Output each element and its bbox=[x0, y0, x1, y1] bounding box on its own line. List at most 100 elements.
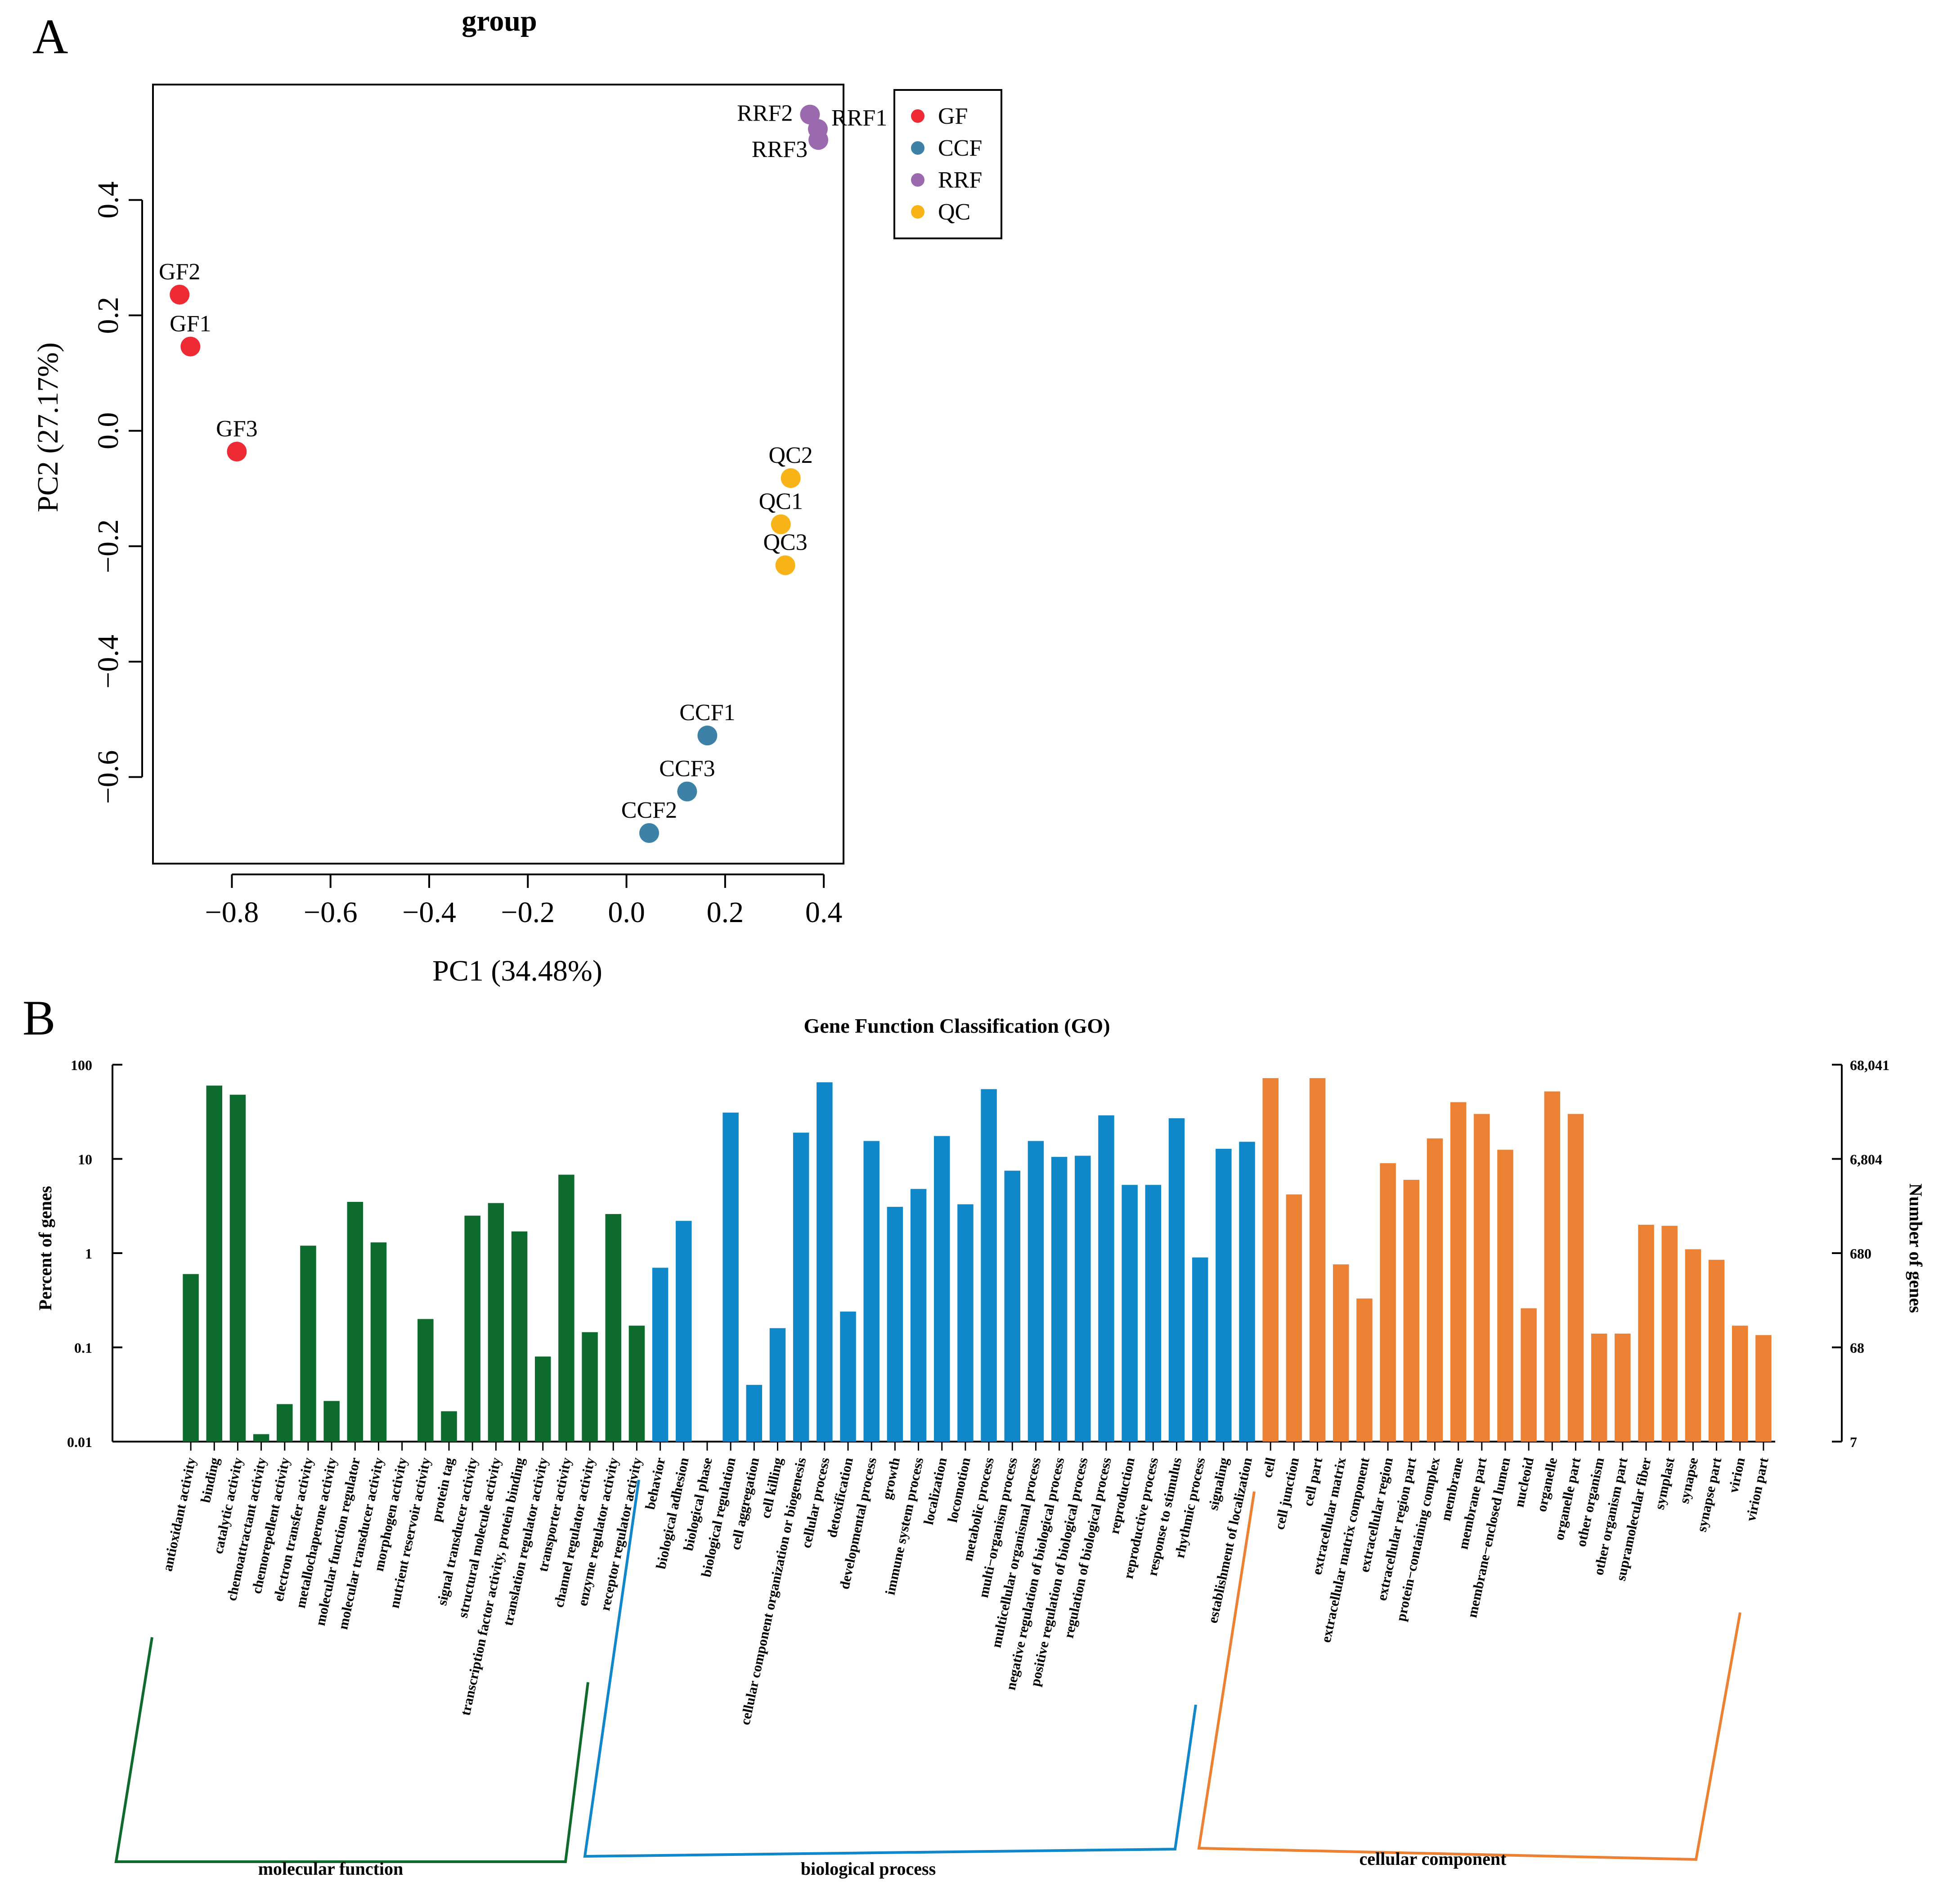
pca-x-tick-label: 0.2 bbox=[707, 896, 744, 929]
pca-point-label: GF2 bbox=[159, 259, 200, 285]
go-bar bbox=[652, 1268, 669, 1442]
legend-label-rrf: RRF bbox=[938, 167, 982, 193]
go-category-label: behavior bbox=[642, 1456, 669, 1511]
pca-y-tick-label: 0.0 bbox=[92, 412, 125, 450]
pca-x-tick-label: 0.0 bbox=[608, 896, 645, 929]
go-y2-tick-label: 6,804 bbox=[1850, 1151, 1882, 1168]
go-bar bbox=[957, 1204, 974, 1442]
pca-point bbox=[781, 468, 801, 488]
go-category-label: signaling bbox=[1205, 1456, 1232, 1512]
go-bar bbox=[676, 1221, 692, 1442]
go-bar bbox=[981, 1089, 997, 1442]
go-bar bbox=[1708, 1259, 1725, 1442]
go-bar bbox=[323, 1401, 340, 1442]
pca-x-tick-label: −0.4 bbox=[402, 896, 456, 929]
go-bar bbox=[1004, 1170, 1021, 1442]
go-bar bbox=[347, 1202, 363, 1442]
go-y2-axis-label: Number of genes bbox=[1906, 1183, 1926, 1313]
pca-x-axis: −0.8 −0.6 −0.4 −0.2 0.0 0.2 0.4 bbox=[205, 874, 842, 929]
go-y2-tick-label: 68 bbox=[1850, 1340, 1864, 1356]
pca-point-label: GF3 bbox=[216, 416, 257, 442]
go-group-bracket bbox=[583, 1479, 1197, 1858]
go-bar bbox=[1521, 1308, 1537, 1442]
panel-a-letter: A bbox=[32, 9, 68, 64]
go-bar bbox=[1615, 1333, 1631, 1442]
pca-legend: GF CCF RRF QC bbox=[893, 89, 1002, 239]
go-category-label: cell bbox=[1259, 1456, 1279, 1479]
pca-point bbox=[180, 336, 201, 357]
go-group-brackets: molecular function biological process cell… bbox=[114, 1479, 1741, 1879]
pca-y-tick-label: −0.6 bbox=[92, 750, 125, 804]
pca-y-axis-label: PC2 (27.17%) bbox=[31, 342, 64, 512]
pca-point bbox=[775, 555, 795, 575]
go-bar bbox=[300, 1245, 316, 1442]
pca-point bbox=[170, 284, 190, 305]
go-bar bbox=[277, 1404, 293, 1442]
go-y-tick-label: 1 bbox=[85, 1245, 92, 1262]
go-y-tick-label: 0.1 bbox=[74, 1340, 92, 1356]
go-category-label: virion bbox=[1725, 1456, 1748, 1494]
pca-point-label: CCF2 bbox=[621, 797, 677, 823]
legend-marker-qc bbox=[911, 205, 924, 219]
pca-point-label: CCF3 bbox=[659, 756, 715, 782]
pca-point bbox=[227, 441, 247, 461]
pca-point-label: QC1 bbox=[759, 489, 803, 515]
legend-marker-gf bbox=[911, 109, 924, 123]
pca-y-tick-label: −0.2 bbox=[92, 520, 125, 573]
pca-point-label: RRF2 bbox=[737, 101, 793, 126]
pca-point-label: GF1 bbox=[170, 311, 211, 336]
go-bar bbox=[1544, 1091, 1561, 1442]
go-bar bbox=[605, 1214, 622, 1442]
go-bar bbox=[511, 1231, 528, 1442]
go-bar bbox=[1638, 1224, 1654, 1442]
pca-point bbox=[697, 726, 718, 746]
go-bars bbox=[183, 1078, 1772, 1451]
pca-point bbox=[800, 104, 820, 125]
go-category-label: synapse bbox=[1676, 1456, 1701, 1505]
go-bar bbox=[229, 1094, 246, 1442]
go-bar bbox=[558, 1174, 574, 1442]
pca-y-axis: −0.6 −0.4 −0.2 0.0 0.2 0.4 bbox=[92, 181, 143, 804]
go-bar bbox=[1591, 1333, 1607, 1442]
pca-point bbox=[639, 823, 660, 843]
go-bar bbox=[183, 1274, 199, 1442]
go-bar bbox=[1122, 1185, 1138, 1442]
go-bar bbox=[1028, 1141, 1044, 1442]
go-bar bbox=[1051, 1157, 1068, 1442]
go-bar bbox=[1098, 1115, 1114, 1442]
pca-y-tick-label: 0.2 bbox=[92, 297, 125, 334]
go-y-tick-label: 10 bbox=[78, 1151, 92, 1168]
go-bar bbox=[1286, 1194, 1302, 1442]
go-bar bbox=[1239, 1142, 1255, 1442]
go-bar bbox=[1145, 1185, 1162, 1442]
pca-points: GF2 GF1 GF3 RRF2 RRF1 RRF3 QC2 QC1 QC3 CCF1 CCF3 CC… bbox=[159, 101, 887, 843]
go-group-label: cellular component bbox=[1359, 1849, 1507, 1869]
go-bar bbox=[840, 1311, 856, 1442]
pca-point-label: QC3 bbox=[763, 530, 807, 556]
go-bar bbox=[1450, 1102, 1467, 1442]
go-bar bbox=[1403, 1179, 1420, 1442]
go-bar bbox=[206, 1085, 223, 1442]
go-category-label: cell part bbox=[1300, 1456, 1325, 1508]
go-category-label: antioxidant activity bbox=[159, 1456, 199, 1573]
go-bar bbox=[370, 1242, 387, 1442]
go-bar bbox=[863, 1141, 879, 1442]
go-bar bbox=[817, 1082, 833, 1442]
go-bar bbox=[628, 1326, 645, 1442]
go-bar bbox=[534, 1356, 551, 1442]
go-category-label: nucleoid bbox=[1511, 1456, 1537, 1509]
go-category-label: organelle bbox=[1534, 1456, 1561, 1513]
legend-label-ccf: CCF bbox=[938, 135, 982, 161]
pca-x-tick-label: −0.6 bbox=[304, 896, 358, 929]
go-bar bbox=[910, 1189, 927, 1442]
pca-x-tick-label: −0.8 bbox=[205, 896, 259, 929]
go-bar bbox=[417, 1319, 434, 1442]
legend-label-gf: GF bbox=[938, 103, 968, 129]
legend-marker-rrf bbox=[911, 173, 924, 187]
go-bar bbox=[1567, 1114, 1584, 1442]
pca-title: group bbox=[462, 4, 537, 37]
go-y2-tick-label: 7 bbox=[1850, 1434, 1857, 1450]
go-bar bbox=[1192, 1257, 1208, 1442]
go-bar bbox=[1685, 1249, 1701, 1442]
